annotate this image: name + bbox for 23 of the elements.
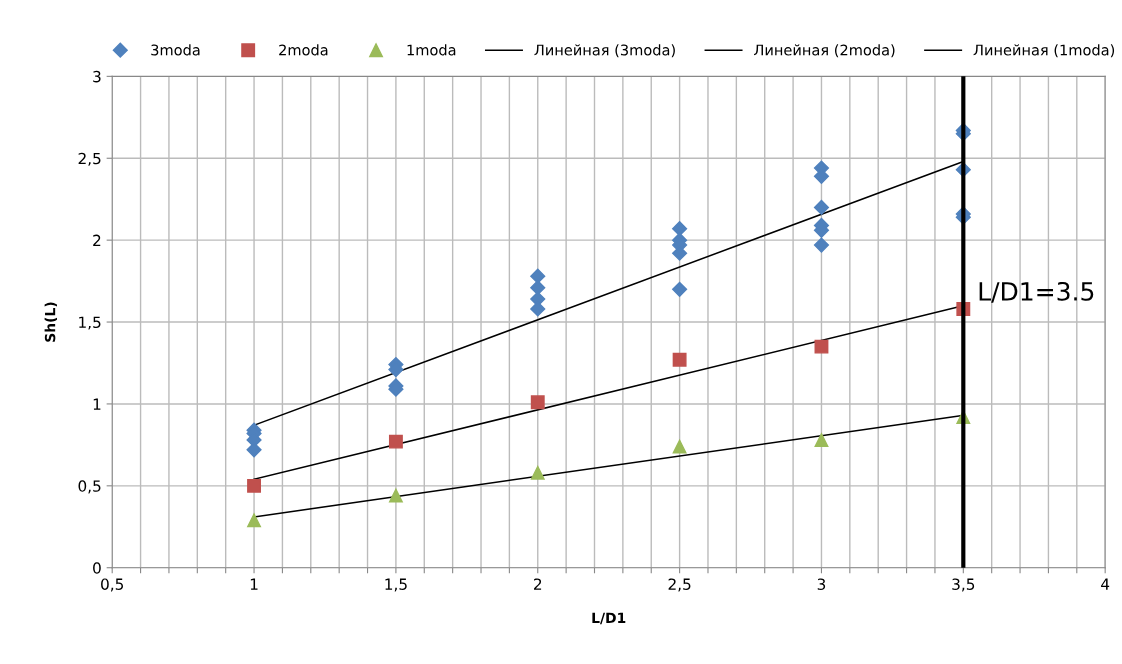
y-tick-label: 2,5 bbox=[78, 152, 101, 166]
legend-label: Линейная (2moda) bbox=[754, 44, 895, 58]
legend-label: Линейная (3moda) bbox=[534, 44, 675, 58]
x-tick-label: 3,5 bbox=[952, 578, 975, 592]
y-axis-title: Sh(L) bbox=[44, 302, 57, 342]
y-tick-label: 1,5 bbox=[79, 316, 101, 330]
legend-label: 2moda bbox=[279, 44, 328, 56]
legend-label: 3moda bbox=[151, 44, 200, 56]
legend-label: Линейная (1moda) bbox=[973, 44, 1115, 58]
y-tick-label: 0 bbox=[93, 562, 101, 574]
x-tick-label: 2 bbox=[534, 578, 542, 590]
x-tick-label: 2,5 bbox=[668, 578, 691, 592]
y-tick-label: 2 bbox=[93, 234, 101, 246]
x-tick-label: 1,5 bbox=[385, 578, 407, 592]
x-tick-label: 3 bbox=[817, 578, 826, 590]
x-axis-title: L/D1 bbox=[592, 612, 626, 625]
legend-label: 1moda bbox=[407, 44, 456, 56]
y-tick-label: 1 bbox=[93, 398, 101, 410]
y-tick-label: 0,5 bbox=[78, 480, 101, 494]
ref-line-label: L/D1=3.5 bbox=[979, 281, 1094, 303]
x-tick-label: 1 bbox=[250, 578, 258, 590]
x-tick-label: 4 bbox=[1101, 578, 1110, 590]
y-tick-label: 3 bbox=[93, 70, 101, 83]
